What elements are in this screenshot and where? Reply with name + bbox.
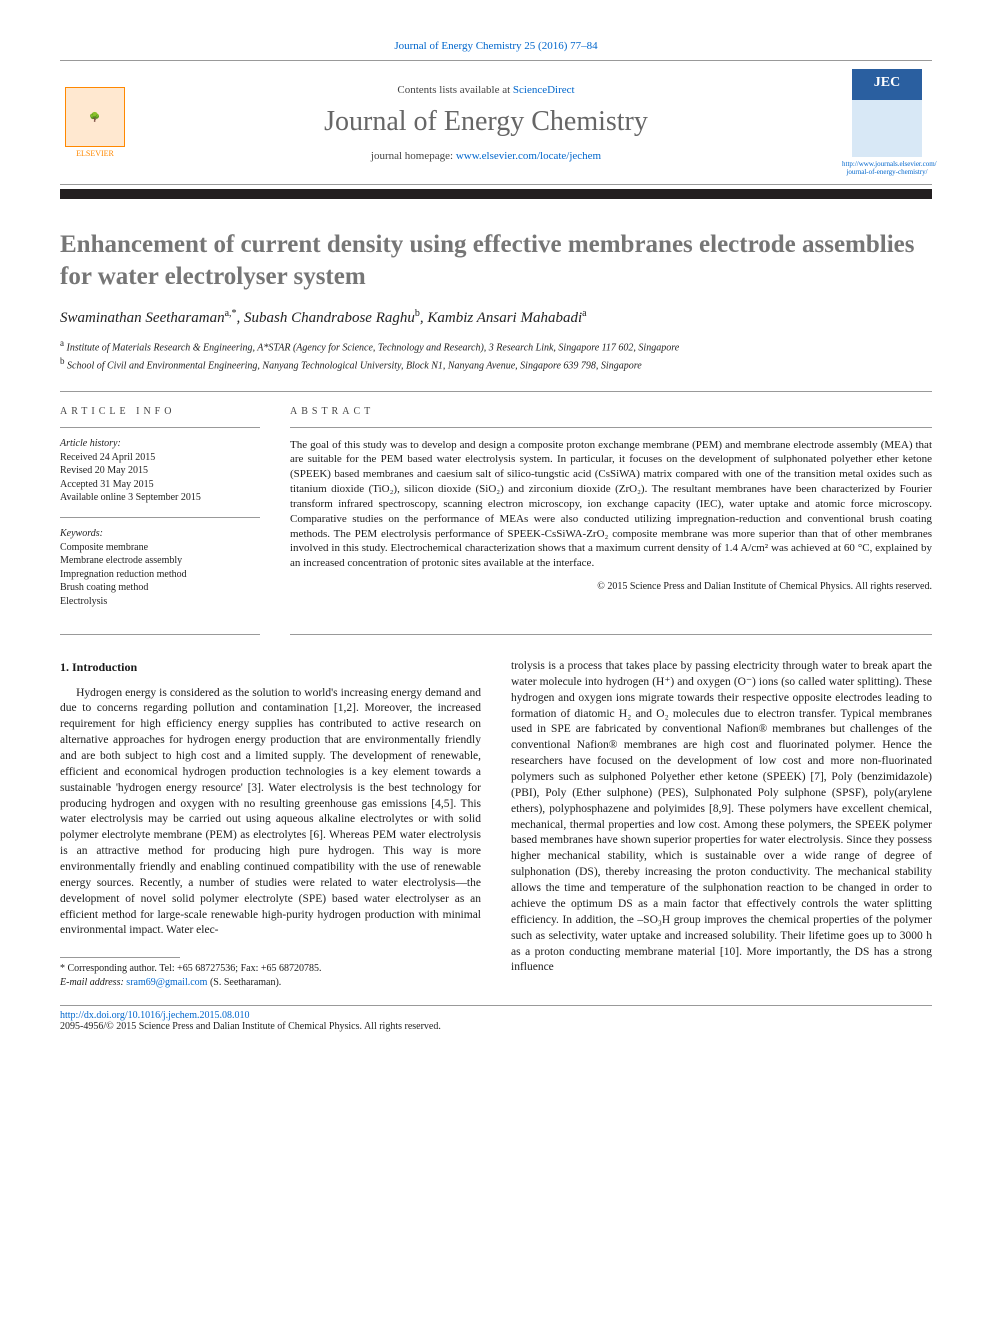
journal-micro-url-2[interactable]: journal-of-energy-chemistry/ <box>842 169 932 177</box>
article-history: Article history: Received 24 April 2015 … <box>60 438 260 505</box>
keyword-4: Brush coating method <box>60 581 260 595</box>
sciencedirect-link[interactable]: ScienceDirect <box>513 84 575 96</box>
history-online: Available online 3 September 2015 <box>60 491 260 505</box>
doi-link[interactable]: http://dx.doi.org/10.1016/j.jechem.2015.… <box>60 1010 932 1021</box>
elsevier-tree-icon: 🌳 <box>65 87 125 147</box>
header-center: Contents lists available at ScienceDirec… <box>150 84 822 162</box>
jec-cover-icon: JEC <box>852 69 922 157</box>
elsevier-label: ELSEVIER <box>76 149 114 158</box>
journal-homepage-link[interactable]: www.elsevier.com/locate/jechem <box>456 150 601 162</box>
journal-cover-thumbnail: JEC http://www.journals.elsevier.com/ jo… <box>842 69 932 176</box>
article-title: Enhancement of current density using eff… <box>60 229 932 292</box>
abstract-text: The goal of this study was to develop an… <box>290 438 932 572</box>
body-two-column: 1. Introduction Hydrogen energy is consi… <box>60 659 932 989</box>
author-2-affil-marks: b <box>415 308 420 319</box>
history-title: Article history: <box>60 438 260 449</box>
abstract-copyright: © 2015 Science Press and Dalian Institut… <box>290 581 932 592</box>
footer-block: http://dx.doi.org/10.1016/j.jechem.2015.… <box>60 1005 932 1032</box>
intro-paragraph-left: Hydrogen energy is considered as the sol… <box>60 686 481 940</box>
article-info-column: ARTICLE INFO Article history: Received 2… <box>60 406 260 636</box>
abstract-column: ABSTRACT The goal of this study was to d… <box>290 406 932 636</box>
header-black-bar <box>60 189 932 199</box>
affiliation-a: a Institute of Materials Research & Engi… <box>60 337 932 355</box>
body-column-right: trolysis is a process that takes place b… <box>511 659 932 989</box>
contents-available-line: Contents lists available at ScienceDirec… <box>150 84 822 96</box>
author-1: Swaminathan Seetharaman <box>60 310 225 326</box>
email-author-paren: (S. Seetharaman). <box>210 977 281 988</box>
keywords-title: Keywords: <box>60 528 260 539</box>
email-label: E-mail address: <box>60 977 124 988</box>
body-column-left: 1. Introduction Hydrogen energy is consi… <box>60 659 481 989</box>
history-accepted: Accepted 31 May 2015 <box>60 478 260 492</box>
journal-name: Journal of Energy Chemistry <box>150 106 822 138</box>
article-page: Journal of Energy Chemistry 25 (2016) 77… <box>0 0 992 1072</box>
author-3: Kambiz Ansari Mahabadi <box>427 310 582 326</box>
abstract-heading: ABSTRACT <box>290 406 932 417</box>
info-abstract-row: ARTICLE INFO Article history: Received 2… <box>60 391 932 636</box>
affiliations: a Institute of Materials Research & Engi… <box>60 337 932 373</box>
keywords-block: Keywords: Composite membrane Membrane el… <box>60 528 260 609</box>
journal-header: 🌳 ELSEVIER Contents lists available at S… <box>60 60 932 185</box>
journal-homepage-line: journal homepage: www.elsevier.com/locat… <box>150 150 822 162</box>
author-list: Swaminathan Seetharamana,*, Subash Chand… <box>60 308 932 327</box>
corresponding-author-note: * Corresponding author. Tel: +65 6872753… <box>60 962 481 976</box>
history-received: Received 24 April 2015 <box>60 451 260 465</box>
running-head-citation: Journal of Energy Chemistry 25 (2016) 77… <box>60 40 932 52</box>
keyword-2: Membrane electrode assembly <box>60 554 260 568</box>
history-revised: Revised 20 May 2015 <box>60 464 260 478</box>
author-3-affil-marks: a <box>582 308 586 319</box>
footnotes: * Corresponding author. Tel: +65 6872753… <box>60 962 481 989</box>
corresponding-email-line: E-mail address: sram69@gmail.com (S. See… <box>60 976 481 990</box>
section-heading-introduction: 1. Introduction <box>60 659 481 676</box>
keyword-5: Electrolysis <box>60 595 260 609</box>
author-2: Subash Chandrabose Raghu <box>244 310 415 326</box>
keyword-1: Composite membrane <box>60 541 260 555</box>
elsevier-logo: 🌳 ELSEVIER <box>60 83 130 163</box>
keyword-3: Impregnation reduction method <box>60 568 260 582</box>
intro-paragraph-right: trolysis is a process that takes place b… <box>511 659 932 976</box>
footer-copyright: 2095-4956/© 2015 Science Press and Dalia… <box>60 1021 932 1032</box>
author-1-affil-marks: a,* <box>225 308 237 319</box>
corresponding-email[interactable]: sram69@gmail.com <box>126 977 207 988</box>
affiliation-b: b School of Civil and Environmental Engi… <box>60 355 932 373</box>
footnote-rule <box>60 957 180 958</box>
article-info-heading: ARTICLE INFO <box>60 406 260 417</box>
